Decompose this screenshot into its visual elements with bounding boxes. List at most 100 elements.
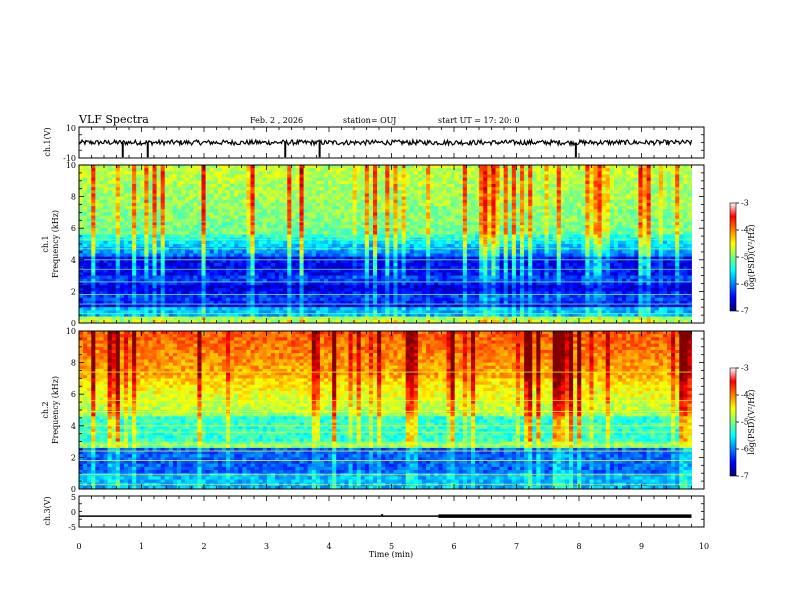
spectrogram-cell [307,206,313,210]
spectrogram-cell [589,259,594,264]
spectrogram-cell [262,206,268,210]
spectrogram-cell [189,196,194,201]
spectrogram-cell [344,190,349,194]
spectrogram-cell [638,168,643,172]
spectrogram-cell [499,231,505,235]
spectrogram-cell [438,180,443,185]
spectrogram-cell [140,234,145,239]
spectrogram-cell [368,187,374,191]
spectrogram-cell [397,259,402,264]
spectrogram-cell [107,215,113,220]
spectrogram-cell [128,256,133,261]
spectrogram-cell [434,228,439,232]
spectrogram-cell [340,193,345,197]
spectrogram-cell [364,253,370,258]
spectrogram-cell [368,171,374,175]
spectrogram-cell [148,234,153,239]
spectrogram-cell [197,212,202,216]
spectrogram-cell [422,262,427,267]
spectrogram-cell [99,253,104,258]
spectrogram-cell [552,165,558,169]
spectrogram-cell [662,209,668,213]
spectrogram-cell [662,183,668,188]
spectrogram-cell [675,244,680,248]
spectrogram-cell [221,253,227,258]
spectrogram-cell [528,221,533,226]
spectrogram-cell [226,206,231,210]
spectrogram-cell [630,256,635,261]
spectrogram-cell [552,240,558,245]
spectrogram-cell [458,177,464,182]
spectrogram-cell [654,193,660,197]
spectrogram-cell [340,168,345,172]
spectrogram-cell [115,177,121,182]
spectrogram-cell [213,174,219,179]
spectrogram-cell [597,196,603,201]
spectrogram-cell [230,171,235,175]
spectrogram-cell [181,209,186,213]
spectrogram-cell [213,228,219,232]
spectrogram-cell [356,244,362,248]
spectrogram-cell [172,171,178,175]
spectrogram-cell [422,234,427,239]
spectrogram-cell [679,212,684,216]
spectrogram-cell [409,199,415,204]
spectrogram-cell [393,202,398,207]
spectrogram-cell [524,209,529,213]
spectrogram-cell [548,199,554,204]
spectrogram-cell [246,215,251,220]
spectrogram-cell [373,209,378,213]
spectrogram-cell [385,244,390,248]
spectrogram-cell [381,193,386,197]
spectrogram-cell [585,165,590,169]
spectrogram-cell [136,266,141,270]
spectrogram-cell [650,234,656,239]
spectrogram-cell [156,180,162,185]
spectrogram-cell [581,221,586,226]
spectrogram-cell [242,183,247,188]
spectrogram-cell [234,202,239,207]
spectrogram-cell [409,187,415,191]
spectrogram-cell [111,259,117,264]
spectrogram-cell [123,193,129,197]
spectrogram-cell [344,196,349,201]
spectrogram-cell [213,225,219,229]
spectrogram-cell [520,253,525,258]
spectrogram-cell [270,240,276,245]
spectrogram-cell [364,215,370,220]
spectrogram-cell [148,193,153,197]
spectrogram-cell [409,250,415,254]
spectrogram-cell [389,262,394,267]
spectrogram-cell [307,256,313,261]
spectrogram-cell [507,215,513,220]
spectrogram-cell [646,174,652,179]
spectrogram-cell [242,231,247,235]
spectrogram-cell [193,190,198,194]
spectrogram-cell [270,209,276,213]
spectrogram-cell [642,228,647,232]
spectrogram-cell [177,256,182,261]
spectrogram-cell [544,199,549,204]
spectrogram-cell [613,256,619,261]
spectrogram-cell [197,183,202,188]
spectrogram-cell [356,218,362,223]
spectrogram-cell [417,177,423,182]
spectrogram-cell [107,253,113,258]
spectrogram-cell [499,165,505,169]
spectrogram-cell [589,231,594,235]
spectrogram-cell [430,199,435,204]
spectrogram-cell [605,206,611,210]
spectrogram-cell [556,262,562,267]
spectrogram-cell [671,171,676,175]
spectrogram-cell [242,250,247,254]
spectrogram-cell [164,199,170,204]
spectrogram-cell [87,168,92,172]
spectrogram-cell [332,171,337,175]
spectrogram-cell [242,171,247,175]
spectrogram-cell [430,168,435,172]
spectrogram-cell [446,196,451,201]
spectrogram-cell [507,244,513,248]
spectrogram-cell [560,244,566,248]
spectrogram-cell [111,171,117,175]
spectrogram-cell [140,202,145,207]
